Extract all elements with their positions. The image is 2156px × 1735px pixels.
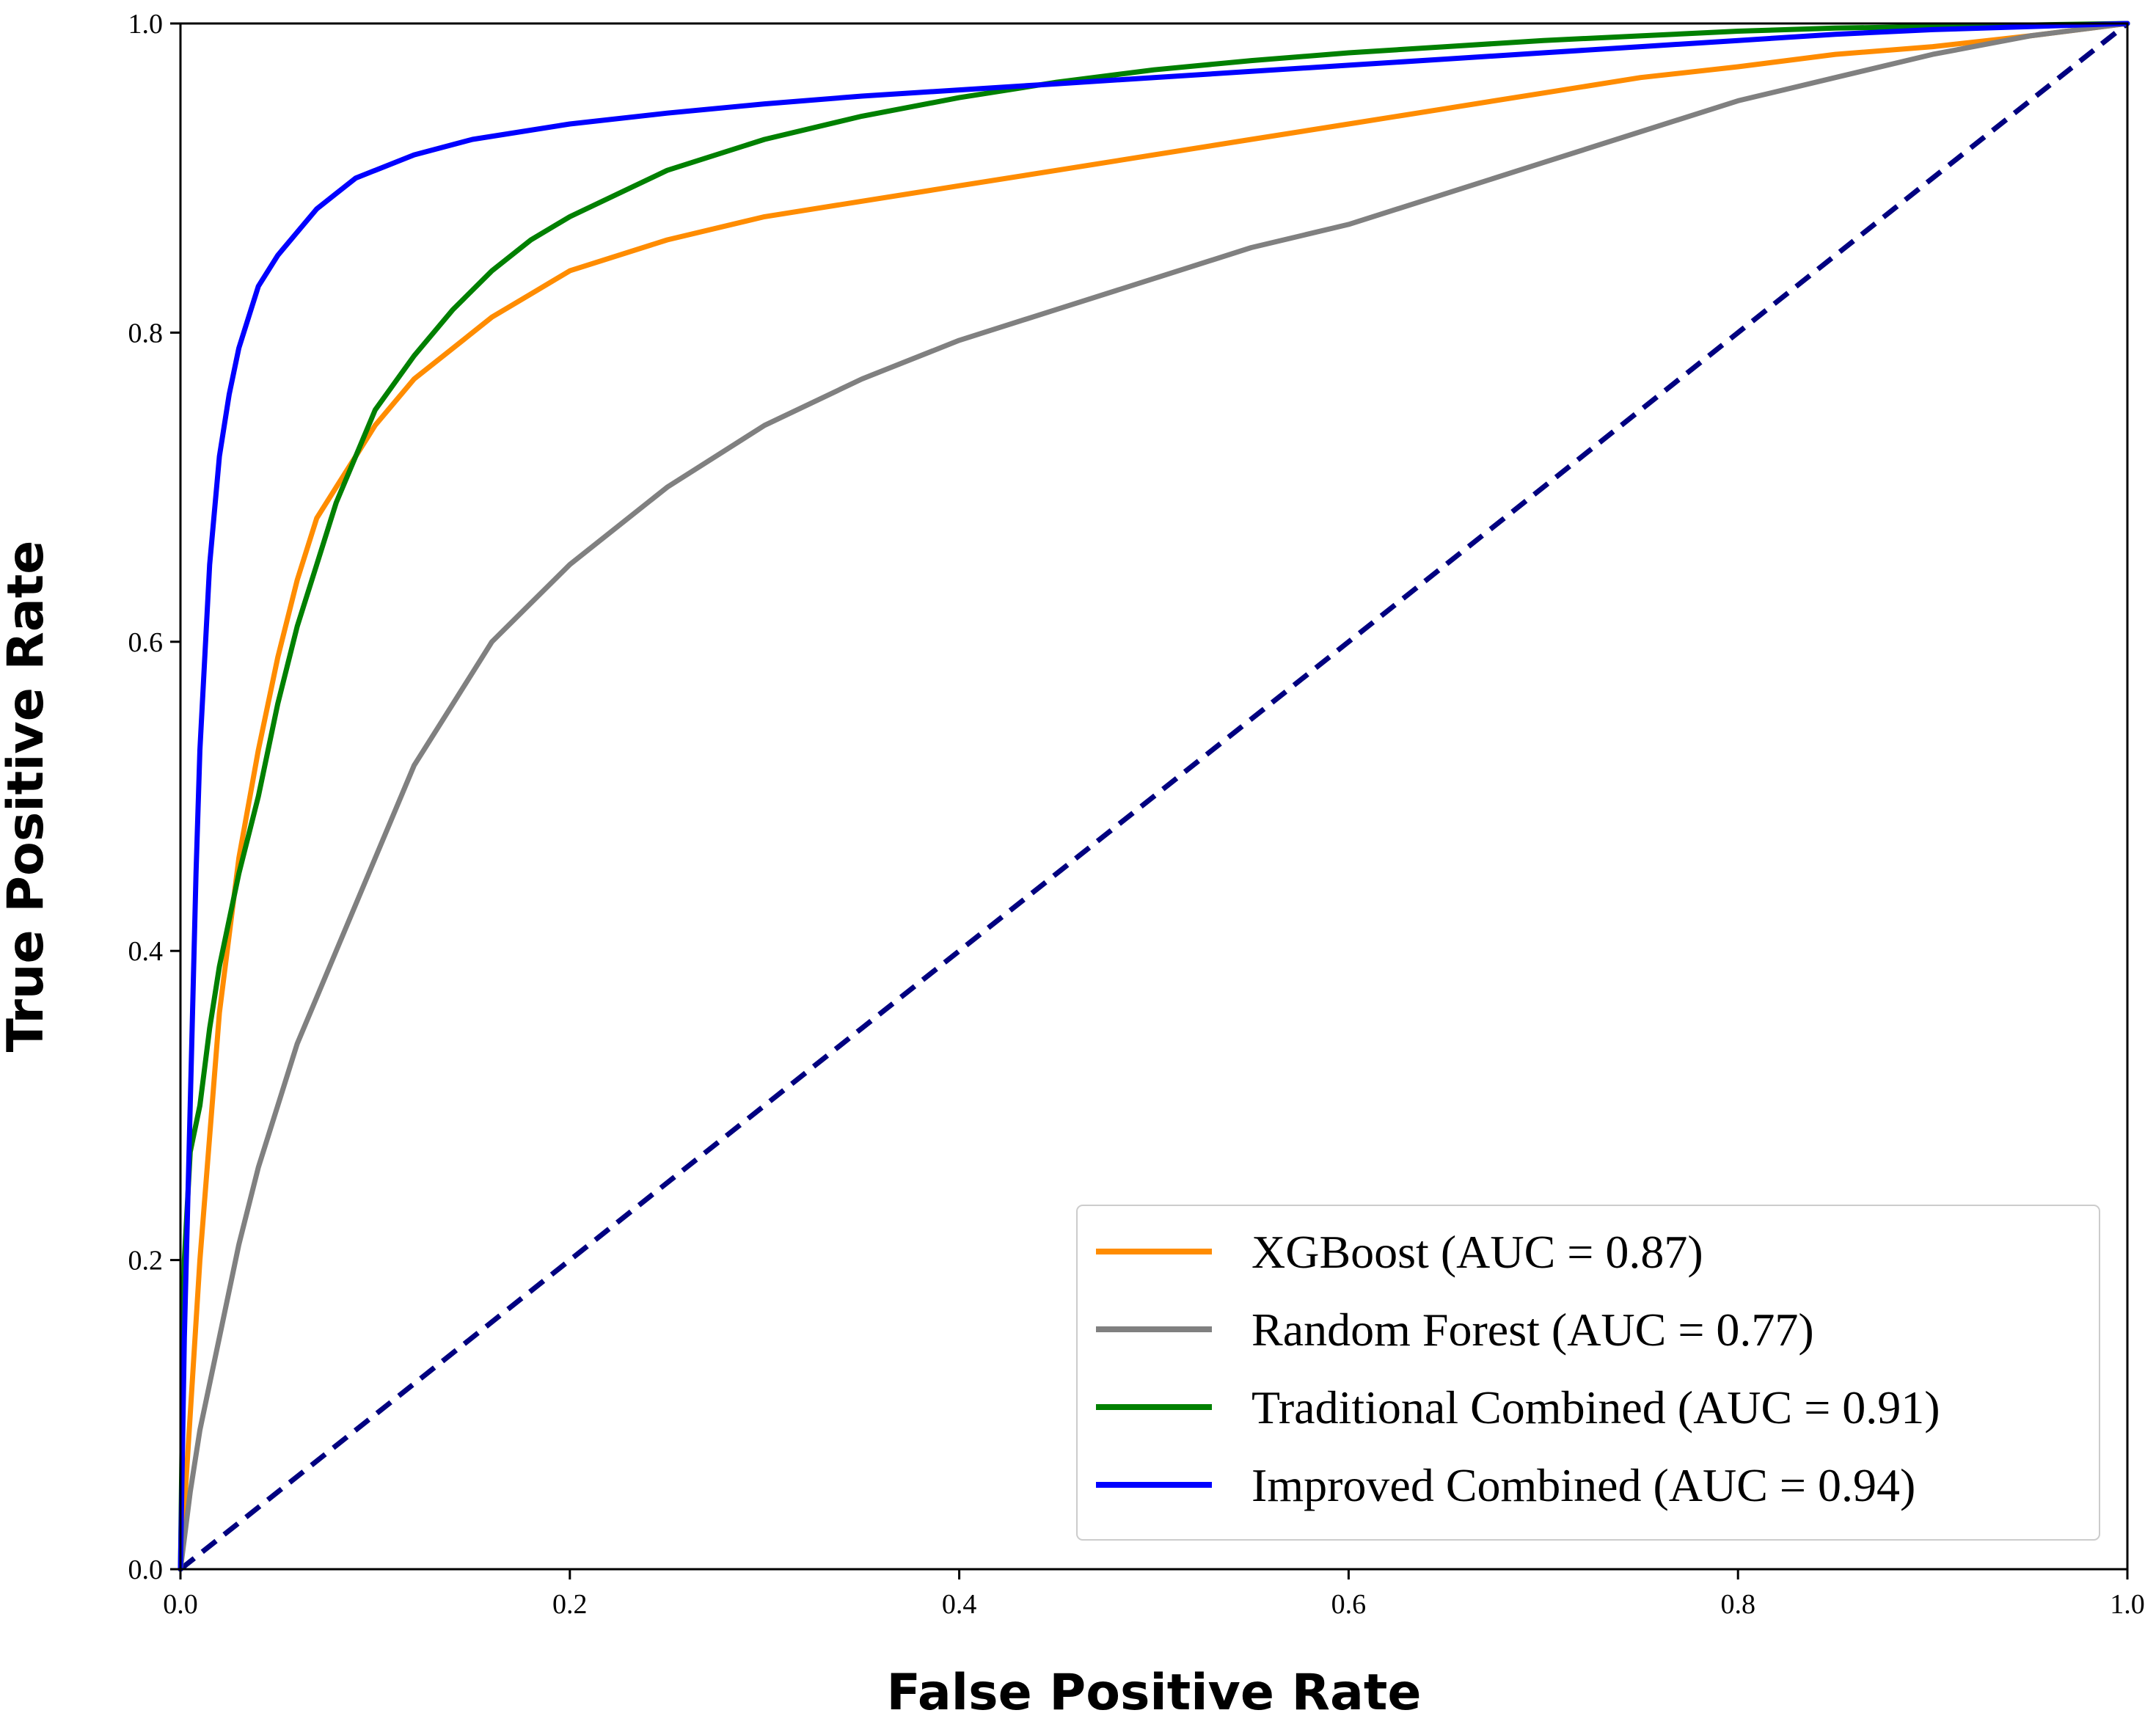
plot-frame	[179, 22, 2129, 1571]
x-tick-label: 0.0	[163, 1589, 198, 1620]
legend-item-improved-combined: Improved Combined (AUC = 0.94)	[1096, 1459, 1915, 1511]
y-tick-label: 0.4	[128, 936, 164, 967]
x-tick-label: 0.2	[552, 1589, 588, 1620]
series-line-xgboost	[178, 21, 2130, 1572]
legend-box	[1076, 1205, 2100, 1541]
y-tick-label: 0.0	[128, 1555, 164, 1585]
legend-label: Random Forest (AUC = 0.77)	[1251, 1304, 1814, 1356]
series-line-improved-combined	[178, 21, 2130, 1572]
legend-item-traditional-combined: Traditional Combined (AUC = 0.91)	[1096, 1381, 1940, 1433]
x-tick-label: 0.6	[1331, 1589, 1367, 1620]
series-line-traditional-combined	[178, 21, 2130, 1572]
y-tick-label: 0.8	[128, 318, 164, 348]
x-tick-label: 1.0	[2110, 1589, 2145, 1620]
y-tick-label: 0.2	[128, 1246, 164, 1276]
legend-item-xgboost: XGBoost (AUC = 0.87)	[1096, 1226, 1703, 1278]
legend-item-random-forest: Random Forest (AUC = 0.77)	[1096, 1304, 1814, 1356]
chance-reference-line	[178, 21, 2130, 1571]
legend: XGBoost (AUC = 0.87) Random Forest (AUC =…	[1076, 1205, 2100, 1541]
series-layer	[178, 21, 2130, 1572]
series-line-random-forest	[178, 21, 2130, 1572]
legend-label: Traditional Combined (AUC = 0.91)	[1251, 1381, 1940, 1433]
y-axis-title: True Positive Rate	[0, 541, 55, 1053]
y-tick-label: 0.6	[128, 627, 164, 658]
legend-label: XGBoost (AUC = 0.87)	[1251, 1226, 1703, 1278]
legend-label: Improved Combined (AUC = 0.94)	[1251, 1459, 1915, 1511]
x-tick-label: 0.8	[1720, 1589, 1755, 1620]
x-tick-label: 0.4	[942, 1589, 977, 1620]
x-axis-title: False Positive Rate	[886, 1664, 1421, 1722]
y-tick-label: 1.0	[128, 9, 164, 40]
ticks: 0.0 0.2 0.4 0.6 0.8 1.0 0.0 0.2 0.4 0.6 0.8 1.0	[128, 9, 2145, 1620]
